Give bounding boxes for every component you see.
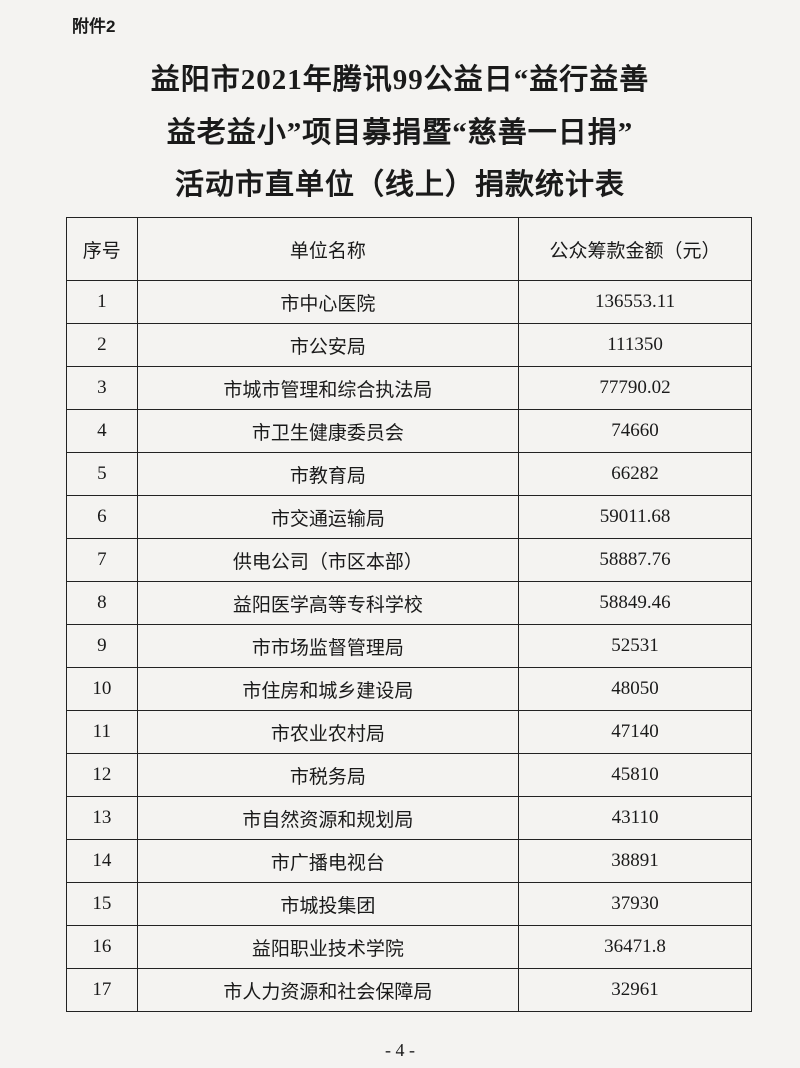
- cell-unit-name: 市卫生健康委员会: [136, 409, 520, 453]
- cell-amount: 36471.8: [518, 925, 752, 969]
- cell-amount: 77790.02: [518, 366, 752, 410]
- title-line-1: 益阳市2021年腾讯99公益日“益行益善: [150, 64, 650, 96]
- cell-amount: 58849.46: [518, 581, 752, 625]
- table-row: 11 市农业农村局 47140: [66, 710, 752, 754]
- cell-amount: 74660: [518, 409, 752, 453]
- cell-amount: 58887.76: [518, 538, 752, 582]
- cell-unit-name: 市城投集团: [136, 882, 520, 926]
- cell-unit-name: 市税务局: [136, 753, 520, 797]
- cell-amount: 59011.68: [518, 495, 752, 539]
- cell-index: 14: [66, 839, 138, 883]
- cell-amount: 66282: [518, 452, 752, 496]
- cell-amount: 52531: [518, 624, 752, 668]
- cell-unit-name: 市交通运输局: [136, 495, 520, 539]
- table-row: 3 市城市管理和综合执法局 77790.02: [66, 366, 752, 410]
- table-row: 12 市税务局 45810: [66, 753, 752, 797]
- cell-index: 13: [66, 796, 138, 840]
- table-row: 16 益阳职业技术学院 36471.8: [66, 925, 752, 969]
- table-row: 9 市市场监督管理局 52531: [66, 624, 752, 668]
- cell-index: 5: [66, 452, 138, 496]
- title-line-2: 益老益小”项目募捐暨“慈善一日捐”: [166, 117, 634, 149]
- cell-unit-name: 益阳医学高等专科学校: [136, 581, 520, 625]
- cell-index: 15: [66, 882, 138, 926]
- table-row: 17 市人力资源和社会保障局 32961: [66, 968, 752, 1012]
- cell-index: 11: [66, 710, 138, 754]
- cell-unit-name: 市人力资源和社会保障局: [136, 968, 520, 1012]
- cell-unit-name: 市城市管理和综合执法局: [136, 366, 520, 410]
- cell-index: 12: [66, 753, 138, 797]
- cell-unit-name: 供电公司（市区本部）: [136, 538, 520, 582]
- cell-unit-name: 市农业农村局: [136, 710, 520, 754]
- table-row: 1 市中心医院 136553.11: [66, 280, 752, 324]
- cell-amount: 32961: [518, 968, 752, 1012]
- cell-unit-name: 市住房和城乡建设局: [136, 667, 520, 711]
- cell-index: 8: [66, 581, 138, 625]
- cell-unit-name: 市广播电视台: [136, 839, 520, 883]
- table-row: 5 市教育局 66282: [66, 452, 752, 496]
- table-row: 7 供电公司（市区本部） 58887.76: [66, 538, 752, 582]
- cell-unit-name: 市自然资源和规划局: [136, 796, 520, 840]
- cell-amount: 48050: [518, 667, 752, 711]
- page-number: - 4 -: [385, 1040, 415, 1060]
- cell-index: 1: [66, 280, 138, 324]
- cell-index: 17: [66, 968, 138, 1012]
- cell-unit-name: 市中心医院: [136, 280, 520, 324]
- header-unit-name: 单位名称: [136, 217, 520, 281]
- cell-amount: 45810: [518, 753, 752, 797]
- title-line-3: 活动市直单位（线上）捐款统计表: [174, 169, 625, 201]
- cell-unit-name: 市公安局: [136, 323, 520, 367]
- cell-amount: 43110: [518, 796, 752, 840]
- cell-amount: 37930: [518, 882, 752, 926]
- cell-index: 4: [66, 409, 138, 453]
- cell-unit-name: 市教育局: [136, 452, 520, 496]
- cell-index: 6: [66, 495, 138, 539]
- table-row: 6 市交通运输局 59011.68: [66, 495, 752, 539]
- cell-amount: 38891: [518, 839, 752, 883]
- cell-index: 2: [66, 323, 138, 367]
- table-row: 13 市自然资源和规划局 43110: [66, 796, 752, 840]
- table-row: 15 市城投集团 37930: [66, 882, 752, 926]
- table-row: 14 市广播电视台 38891: [66, 839, 752, 883]
- cell-unit-name: 益阳职业技术学院: [136, 925, 520, 969]
- cell-amount: 47140: [518, 710, 752, 754]
- donation-table: 序号 单位名称 公众筹款金额（元） 1 市中心医院 136553.11 2 市公安局 11…: [66, 217, 752, 1012]
- cell-amount: 111350: [518, 323, 752, 367]
- cell-index: 16: [66, 925, 138, 969]
- header-amount: 公众筹款金额（元）: [518, 217, 752, 281]
- cell-index: 7: [66, 538, 138, 582]
- cell-index: 3: [66, 366, 138, 410]
- cell-index: 9: [66, 624, 138, 668]
- header-index: 序号: [66, 217, 138, 281]
- cell-index: 10: [66, 667, 138, 711]
- table-row: 4 市卫生健康委员会 74660: [66, 409, 752, 453]
- table-row: 2 市公安局 111350: [66, 323, 752, 367]
- attachment-label: 附件2: [72, 17, 116, 36]
- table-row: 10 市住房和城乡建设局 48050: [66, 667, 752, 711]
- cell-amount: 136553.11: [518, 280, 752, 324]
- cell-unit-name: 市市场监督管理局: [136, 624, 520, 668]
- table-row: 8 益阳医学高等专科学校 58849.46: [66, 581, 752, 625]
- table-header-row: 序号 单位名称 公众筹款金额（元）: [66, 217, 752, 281]
